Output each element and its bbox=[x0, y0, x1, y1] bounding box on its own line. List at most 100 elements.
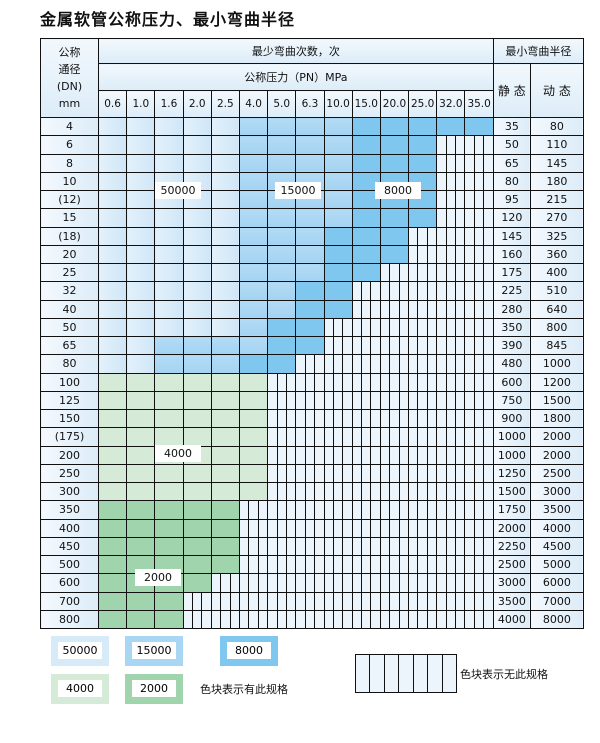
unavailable-cell bbox=[323, 317, 353, 338]
unavailable-cell bbox=[464, 226, 494, 246]
unavailable-cell bbox=[464, 518, 494, 538]
unavailable-cell bbox=[464, 262, 494, 283]
available-cell-8000 bbox=[379, 226, 410, 246]
available-cell-50000 bbox=[210, 171, 240, 192]
available-cell-15000 bbox=[182, 335, 212, 356]
available-cell-50000 bbox=[182, 317, 212, 338]
available-cell-50000 bbox=[154, 299, 184, 319]
unavailable-cell bbox=[379, 445, 410, 465]
available-cell-4000 bbox=[182, 408, 212, 429]
available-cell-8000 bbox=[323, 262, 353, 283]
available-cell-8000 bbox=[323, 226, 353, 246]
available-cell-2000 bbox=[98, 536, 128, 557]
available-cell-50000 bbox=[126, 244, 156, 265]
static-radius-cell: 80 bbox=[492, 171, 531, 192]
available-cell-8000 bbox=[351, 116, 381, 137]
unavailable-cell bbox=[464, 500, 494, 520]
unavailable-cell bbox=[323, 408, 353, 429]
available-cell-8000 bbox=[323, 299, 353, 319]
available-cell-50000 bbox=[98, 244, 128, 265]
table-row: 400 2000 4000 bbox=[39, 518, 585, 538]
unavailable-cell bbox=[295, 463, 325, 484]
unavailable-cell bbox=[464, 153, 494, 173]
unavailable-cell bbox=[408, 573, 438, 593]
unavailable-cell bbox=[408, 591, 438, 611]
legend-blank-text: 色块表示无此规格 bbox=[460, 668, 548, 681]
available-cell-8000 bbox=[464, 116, 494, 137]
dn-cell: 32 bbox=[39, 281, 100, 301]
unavailable-cell bbox=[464, 354, 494, 374]
available-cell-15000 bbox=[238, 135, 269, 155]
legend-label: 50000 bbox=[58, 642, 102, 659]
available-cell-2000 bbox=[182, 573, 212, 593]
available-cell-2000 bbox=[154, 591, 184, 611]
available-cell-50000 bbox=[126, 208, 156, 228]
unavailable-cell bbox=[436, 299, 466, 319]
unavailable-cell bbox=[436, 135, 466, 155]
static-radius-cell: 280 bbox=[492, 299, 531, 319]
unavailable-cell bbox=[408, 299, 438, 319]
unavailable-cell bbox=[379, 262, 410, 283]
unavailable-cell bbox=[267, 481, 297, 502]
available-cell-50000 bbox=[98, 335, 128, 356]
unavailable-cell bbox=[351, 408, 381, 429]
available-cell-4000 bbox=[210, 390, 240, 411]
available-cell-2000 bbox=[154, 518, 184, 538]
available-cell-8000 bbox=[323, 244, 353, 265]
static-radius-cell: 3500 bbox=[492, 591, 531, 611]
available-cell-8000 bbox=[351, 153, 381, 173]
unavailable-cell bbox=[464, 591, 494, 611]
unavailable-cell bbox=[436, 281, 466, 301]
available-cell-8000 bbox=[379, 116, 410, 137]
unavailable-cell bbox=[295, 481, 325, 502]
unavailable-cell bbox=[351, 354, 381, 374]
unavailable-cell bbox=[436, 408, 466, 429]
available-cell-8000 bbox=[379, 208, 410, 228]
unavailable-cell bbox=[323, 573, 353, 593]
available-cell-4000 bbox=[210, 372, 240, 392]
unavailable-cell bbox=[323, 335, 353, 356]
available-cell-4000 bbox=[98, 408, 128, 429]
available-cell-8000 bbox=[267, 335, 297, 356]
pressure-col-header: 15.0 bbox=[351, 90, 381, 118]
legend-label: 4000 bbox=[58, 680, 102, 697]
unavailable-cell bbox=[436, 354, 466, 374]
available-cell-15000 bbox=[323, 208, 353, 228]
unavailable-cell bbox=[267, 372, 297, 392]
unavailable-cell bbox=[408, 226, 438, 246]
unavailable-cell bbox=[464, 299, 494, 319]
unavailable-cell bbox=[267, 609, 297, 630]
unavailable-cell bbox=[436, 554, 466, 575]
dn-cell: 600 bbox=[39, 573, 100, 593]
unavailable-cell bbox=[323, 500, 353, 520]
unavailable-cell bbox=[408, 372, 438, 392]
available-cell-50000 bbox=[154, 153, 184, 173]
available-cell-8000 bbox=[351, 262, 381, 283]
static-radius-cell: 750 bbox=[492, 390, 531, 411]
unavailable-cell bbox=[351, 335, 381, 356]
unavailable-cell bbox=[267, 500, 297, 520]
available-cell-50000 bbox=[182, 281, 212, 301]
unavailable-cell bbox=[436, 609, 466, 630]
unavailable-cell bbox=[238, 518, 269, 538]
unavailable-cell bbox=[267, 573, 297, 593]
available-cell-15000 bbox=[323, 135, 353, 155]
available-cell-50000 bbox=[98, 299, 128, 319]
pressure-table: 公称 通径 (DN) mm 最少弯曲次数，次 最小弯曲半径 公称压力（PN）MP… bbox=[39, 38, 585, 630]
table-row: 40 280 640 bbox=[39, 299, 585, 319]
static-radius-cell: 2250 bbox=[492, 536, 531, 557]
available-cell-15000 bbox=[267, 299, 297, 319]
table-row: 20 160 360 bbox=[39, 244, 585, 265]
unavailable-cell bbox=[379, 372, 410, 392]
available-cell-2000 bbox=[98, 554, 128, 575]
static-radius-cell: 35 bbox=[492, 116, 531, 137]
available-cell-15000 bbox=[238, 317, 269, 338]
dynamic-radius-cell: 1800 bbox=[529, 408, 585, 429]
unavailable-cell bbox=[436, 226, 466, 246]
zone-label-8000: 8000 bbox=[375, 182, 421, 199]
unavailable-cell bbox=[323, 445, 353, 465]
unavailable-cell bbox=[182, 609, 212, 630]
dn-header-line: 公称 bbox=[58, 46, 81, 59]
unavailable-cell bbox=[351, 518, 381, 538]
static-radius-cell: 1000 bbox=[492, 427, 531, 447]
